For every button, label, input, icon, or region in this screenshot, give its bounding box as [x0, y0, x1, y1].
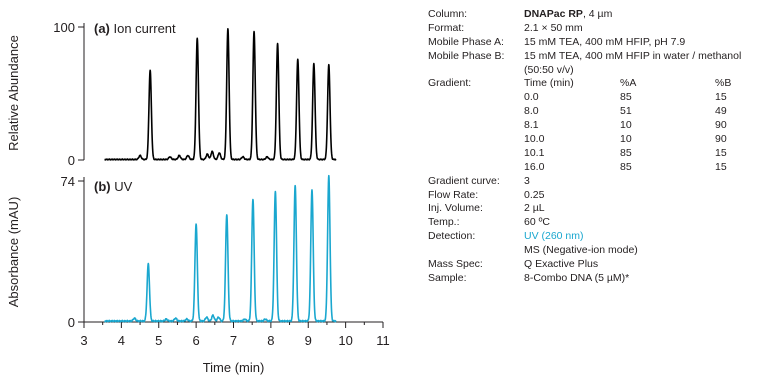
- panel-title-text: UV: [111, 179, 133, 194]
- mass-spec-label: Mass Spec:: [428, 258, 483, 271]
- gradient-pct-a: 85: [620, 146, 632, 159]
- phase-a-label: Mobile Phase A:: [428, 35, 504, 48]
- mass-spec-row: Mass Spec: Q Exactive Plus: [428, 258, 758, 272]
- gradient-pct-b: 49: [715, 105, 727, 118]
- panel-label: (a): [94, 21, 110, 36]
- gradient-row: 10.1 85 15: [428, 147, 758, 161]
- ion-current-panel: 100 0 Relative Abundance (a) Ion current: [6, 20, 337, 168]
- detection-label: Detection:: [428, 230, 476, 243]
- x-tick-label: 9: [305, 333, 312, 348]
- format-value: 2.1 × 50 mm: [524, 21, 583, 34]
- gradient-time: 10.0: [524, 133, 545, 146]
- x-tick-label: 6: [193, 333, 200, 348]
- inj-volume-value: 2 µL: [524, 202, 545, 215]
- gradient-pct-a: 85: [620, 91, 632, 104]
- temp-label: Temp.:: [428, 216, 460, 229]
- gradient-time: 0.0: [524, 91, 539, 104]
- gradient-header-a: %A: [620, 77, 637, 90]
- gradient-time: 8.1: [524, 119, 539, 132]
- gradient-header-time: Time (min): [524, 77, 574, 90]
- phase-b-label: Mobile Phase B:: [428, 49, 505, 62]
- gradient-pct-a: 10: [620, 119, 632, 132]
- detection-row: Detection: UV (260 nm): [428, 230, 758, 244]
- sample-value: 8-Combo DNA (5 µM)*: [524, 271, 630, 284]
- detection-ms-value: MS (Negative-ion mode): [524, 244, 638, 257]
- phase-a-value: 15 mM TEA, 400 mM HFIP, pH 7.9: [524, 35, 686, 48]
- gradient-pct-b: 15: [715, 91, 727, 104]
- temp-value: 60 ºC: [524, 216, 551, 229]
- format-label: Format:: [428, 21, 465, 34]
- temp-row: Temp.: 60 ºC: [428, 216, 758, 230]
- phase-b-row: Mobile Phase B: 15 mM TEA, 400 mM HFIP i…: [428, 50, 758, 64]
- x-tick-label: 10: [338, 333, 352, 348]
- uv-panel: 74 0 Absorbance (mAU) (b) UV 3 4 5 6 7 8 9 10 11 Time…: [6, 174, 390, 375]
- flow-rate-value: 0.25: [524, 188, 545, 201]
- gradient-time: 8.0: [524, 105, 539, 118]
- panel-label: (b): [94, 179, 111, 194]
- chromatogram-trace: [103, 28, 337, 161]
- y-tick-label: 0: [68, 315, 75, 330]
- y-tick-label: 74: [61, 174, 75, 189]
- gradient-pct-a: 10: [620, 133, 632, 146]
- gradient-header-row: Gradient: Time (min) %A %B: [428, 77, 758, 91]
- gradient-pct-b: 15: [715, 160, 727, 173]
- gradient-curve-row: Gradient curve: 3: [428, 175, 758, 189]
- gradient-time: 10.1: [524, 146, 545, 159]
- format-row: Format: 2.1 × 50 mm: [428, 22, 758, 36]
- x-tick-label: 11: [376, 333, 390, 348]
- x-tick-label: 5: [155, 333, 162, 348]
- gradient-time: 16.0: [524, 160, 545, 173]
- gradient-label: Gradient:: [428, 77, 472, 90]
- phase-b-value: 15 mM TEA, 400 mM HFIP in water / methan…: [524, 49, 742, 62]
- detection-row-2: MS (Negative-ion mode): [428, 244, 758, 258]
- panel-title-text: Ion current: [110, 21, 176, 36]
- flow-rate-label: Flow Rate:: [428, 188, 479, 201]
- y-axis-label: Relative Abundance: [6, 35, 21, 151]
- inj-volume-label: Inj. Volume:: [428, 202, 483, 215]
- gradient-row: 10.0 10 90: [428, 133, 758, 147]
- gradient-curve-value: 3: [524, 174, 530, 187]
- column-row: Column: DNAPac RP, 4 µm: [428, 8, 758, 22]
- gradient-row: 0.0 85 15: [428, 91, 758, 105]
- phase-a-row: Mobile Phase A: 15 mM TEA, 400 mM HFIP, …: [428, 36, 758, 50]
- gradient-pct-b: 90: [715, 133, 727, 146]
- y-axis-label: Absorbance (mAU): [6, 197, 21, 308]
- x-axis-label: Time (min): [203, 360, 265, 375]
- x-tick-label: 3: [80, 333, 87, 348]
- gradient-row: 8.0 51 49: [428, 105, 758, 119]
- y-tick-label: 0: [68, 153, 75, 168]
- column-label: Column:: [428, 8, 468, 20]
- x-tick-label: 7: [230, 333, 237, 348]
- panel-title: (b) UV: [94, 179, 133, 194]
- sample-row: Sample: 8-Combo DNA (5 µM)*: [428, 272, 758, 286]
- x-tick-label: 8: [267, 333, 274, 348]
- phase-b-ratio: (50:50 v/v): [524, 63, 574, 76]
- column-detail: , 4 µm: [582, 8, 613, 20]
- gradient-pct-b: 15: [715, 146, 727, 159]
- method-conditions: Column: DNAPac RP, 4 µm Format: 2.1 × 50…: [428, 8, 758, 286]
- detection-uv-value: UV (260 nm): [524, 230, 584, 243]
- gradient-pct-b: 90: [715, 119, 727, 132]
- gradient-row: 8.1 10 90: [428, 119, 758, 133]
- gradient-pct-a: 51: [620, 105, 632, 118]
- panel-title: (a) Ion current: [94, 21, 176, 36]
- x-tick-label: 4: [118, 333, 125, 348]
- gradient-curve-label: Gradient curve:: [428, 174, 500, 187]
- gradient-header-b: %B: [715, 77, 732, 90]
- sample-label: Sample:: [428, 271, 467, 284]
- y-tick-label: 100: [53, 20, 75, 35]
- gradient-pct-a: 85: [620, 160, 632, 173]
- phase-b-row-2: (50:50 v/v): [428, 64, 758, 78]
- flow-rate-row: Flow Rate: 0.25: [428, 189, 758, 203]
- gradient-row: 16.0 85 15: [428, 161, 758, 175]
- column-name: DNAPac RP: [524, 8, 583, 20]
- inj-volume-row: Inj. Volume: 2 µL: [428, 202, 758, 216]
- mass-spec-value: Q Exactive Plus: [524, 258, 599, 271]
- chromatogram-trace: [103, 174, 337, 323]
